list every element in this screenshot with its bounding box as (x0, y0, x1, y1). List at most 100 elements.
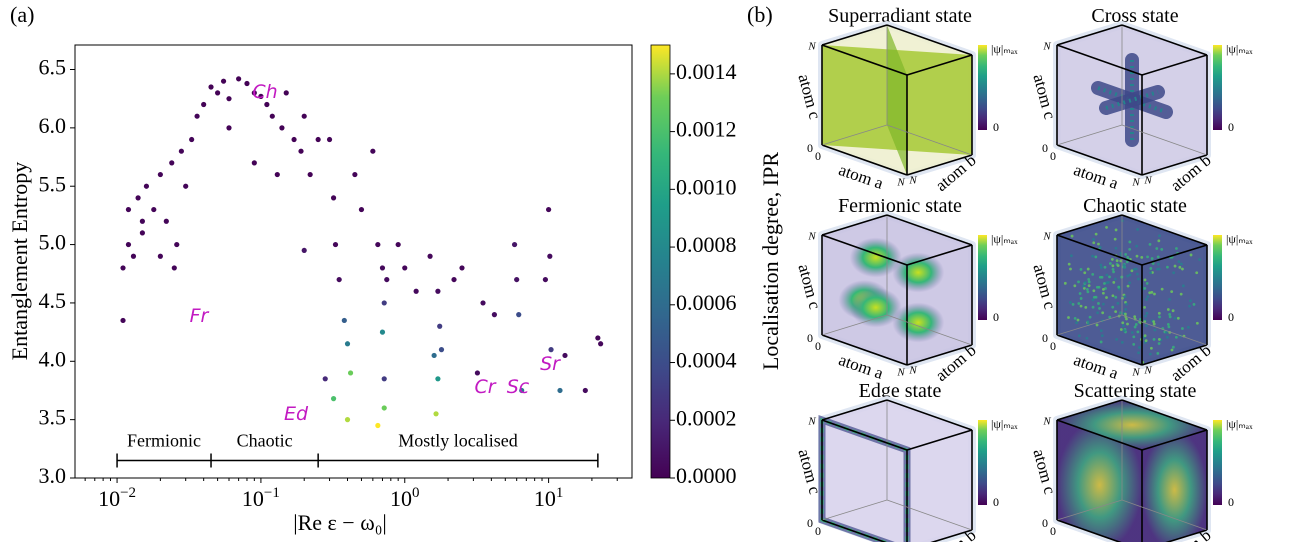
point (413, 288, 419, 294)
x-tick-label: 101 (534, 485, 564, 511)
y-tick-label: 4.0 (39, 346, 67, 371)
speckle (1153, 292, 1156, 296)
axis-text: N (908, 175, 917, 187)
point (358, 206, 365, 213)
face-glow (1057, 400, 1207, 450)
axis-text: 0 (807, 331, 813, 345)
cube-edge (1056, 214, 1123, 236)
speckle (1115, 337, 1119, 341)
speckle (1099, 329, 1103, 333)
y-tick-label: 3.5 (39, 405, 67, 430)
speckle (1087, 284, 1091, 288)
x-tick-base: 10 (390, 486, 412, 511)
point (326, 136, 333, 143)
cube-edge (906, 429, 973, 451)
speckle (1083, 281, 1087, 284)
speckle (1126, 255, 1130, 259)
point (322, 376, 328, 382)
point (189, 136, 195, 143)
speckle (1087, 280, 1091, 284)
mini-colorbar (978, 45, 987, 130)
speckle (1152, 337, 1156, 341)
cube-edge (886, 499, 973, 531)
speckle (1107, 281, 1110, 284)
speckle (1114, 310, 1118, 314)
speckle (1164, 330, 1168, 334)
speckle (1135, 272, 1139, 276)
point (598, 341, 604, 347)
cube-edge (1141, 154, 1208, 176)
cross-arm (1099, 85, 1165, 115)
mini-colorbar (1213, 235, 1222, 320)
speckle (1158, 234, 1161, 238)
axis-text: N (1143, 175, 1152, 187)
speckle (1063, 281, 1067, 285)
point (542, 276, 548, 283)
speckle (1145, 311, 1149, 315)
point (330, 195, 337, 201)
speckle (1125, 317, 1128, 321)
speckle (1105, 273, 1109, 277)
annotation: Ch (252, 81, 277, 103)
region-label: Chaotic (237, 430, 293, 450)
point (174, 241, 180, 248)
speckle (1092, 238, 1095, 241)
speckle (1086, 267, 1090, 271)
point (547, 253, 553, 259)
speckle (1097, 242, 1100, 246)
speckle (1157, 338, 1161, 341)
speckle (1086, 290, 1090, 294)
speckle (1143, 320, 1147, 323)
speckle (1082, 284, 1086, 288)
point (379, 265, 386, 271)
point (395, 241, 401, 248)
point (143, 183, 150, 189)
speckle (1152, 322, 1156, 326)
point (451, 276, 457, 283)
axis-text: 0 (815, 149, 821, 163)
speckle (1128, 240, 1132, 244)
axis-text: N (896, 367, 905, 379)
state-title: Superradiant state (828, 5, 972, 27)
speckle (1110, 258, 1114, 261)
point (244, 80, 250, 87)
speckle (1181, 327, 1184, 330)
speckle (1136, 228, 1140, 231)
speckle (1133, 325, 1137, 329)
speckle (1143, 334, 1147, 338)
colorbar-tick-label: 0.0010 (676, 174, 737, 199)
speckle (1172, 271, 1176, 275)
point (125, 241, 132, 248)
plot-frame (74, 44, 633, 479)
speckle (1078, 292, 1082, 295)
speckle (1148, 352, 1152, 356)
speckle (1192, 303, 1196, 306)
point (301, 113, 307, 119)
y-axis-label: Entanglement Entropy (7, 162, 32, 361)
speckle (1113, 237, 1117, 241)
point (171, 265, 177, 271)
speckle (1116, 264, 1120, 268)
speckle (1082, 286, 1086, 290)
point (344, 417, 351, 423)
point (139, 230, 145, 236)
y-tick-label: 6.5 (39, 55, 67, 80)
point (375, 241, 381, 248)
point (130, 253, 137, 259)
cube-edge (886, 314, 973, 346)
speckle (1137, 351, 1140, 355)
colorbar-tick-label: 0.0002 (676, 405, 737, 430)
cube-edge (906, 154, 973, 176)
speckle (1148, 291, 1152, 295)
speckle (1070, 254, 1073, 258)
speckle (1121, 324, 1125, 328)
speckle (1124, 308, 1127, 311)
speckle (1103, 282, 1106, 285)
speckle (1119, 259, 1123, 263)
cube-edge (1141, 344, 1208, 366)
speckle (1101, 291, 1105, 295)
speckle (1168, 313, 1172, 316)
speckle (1138, 318, 1142, 321)
speckle (1133, 315, 1137, 319)
